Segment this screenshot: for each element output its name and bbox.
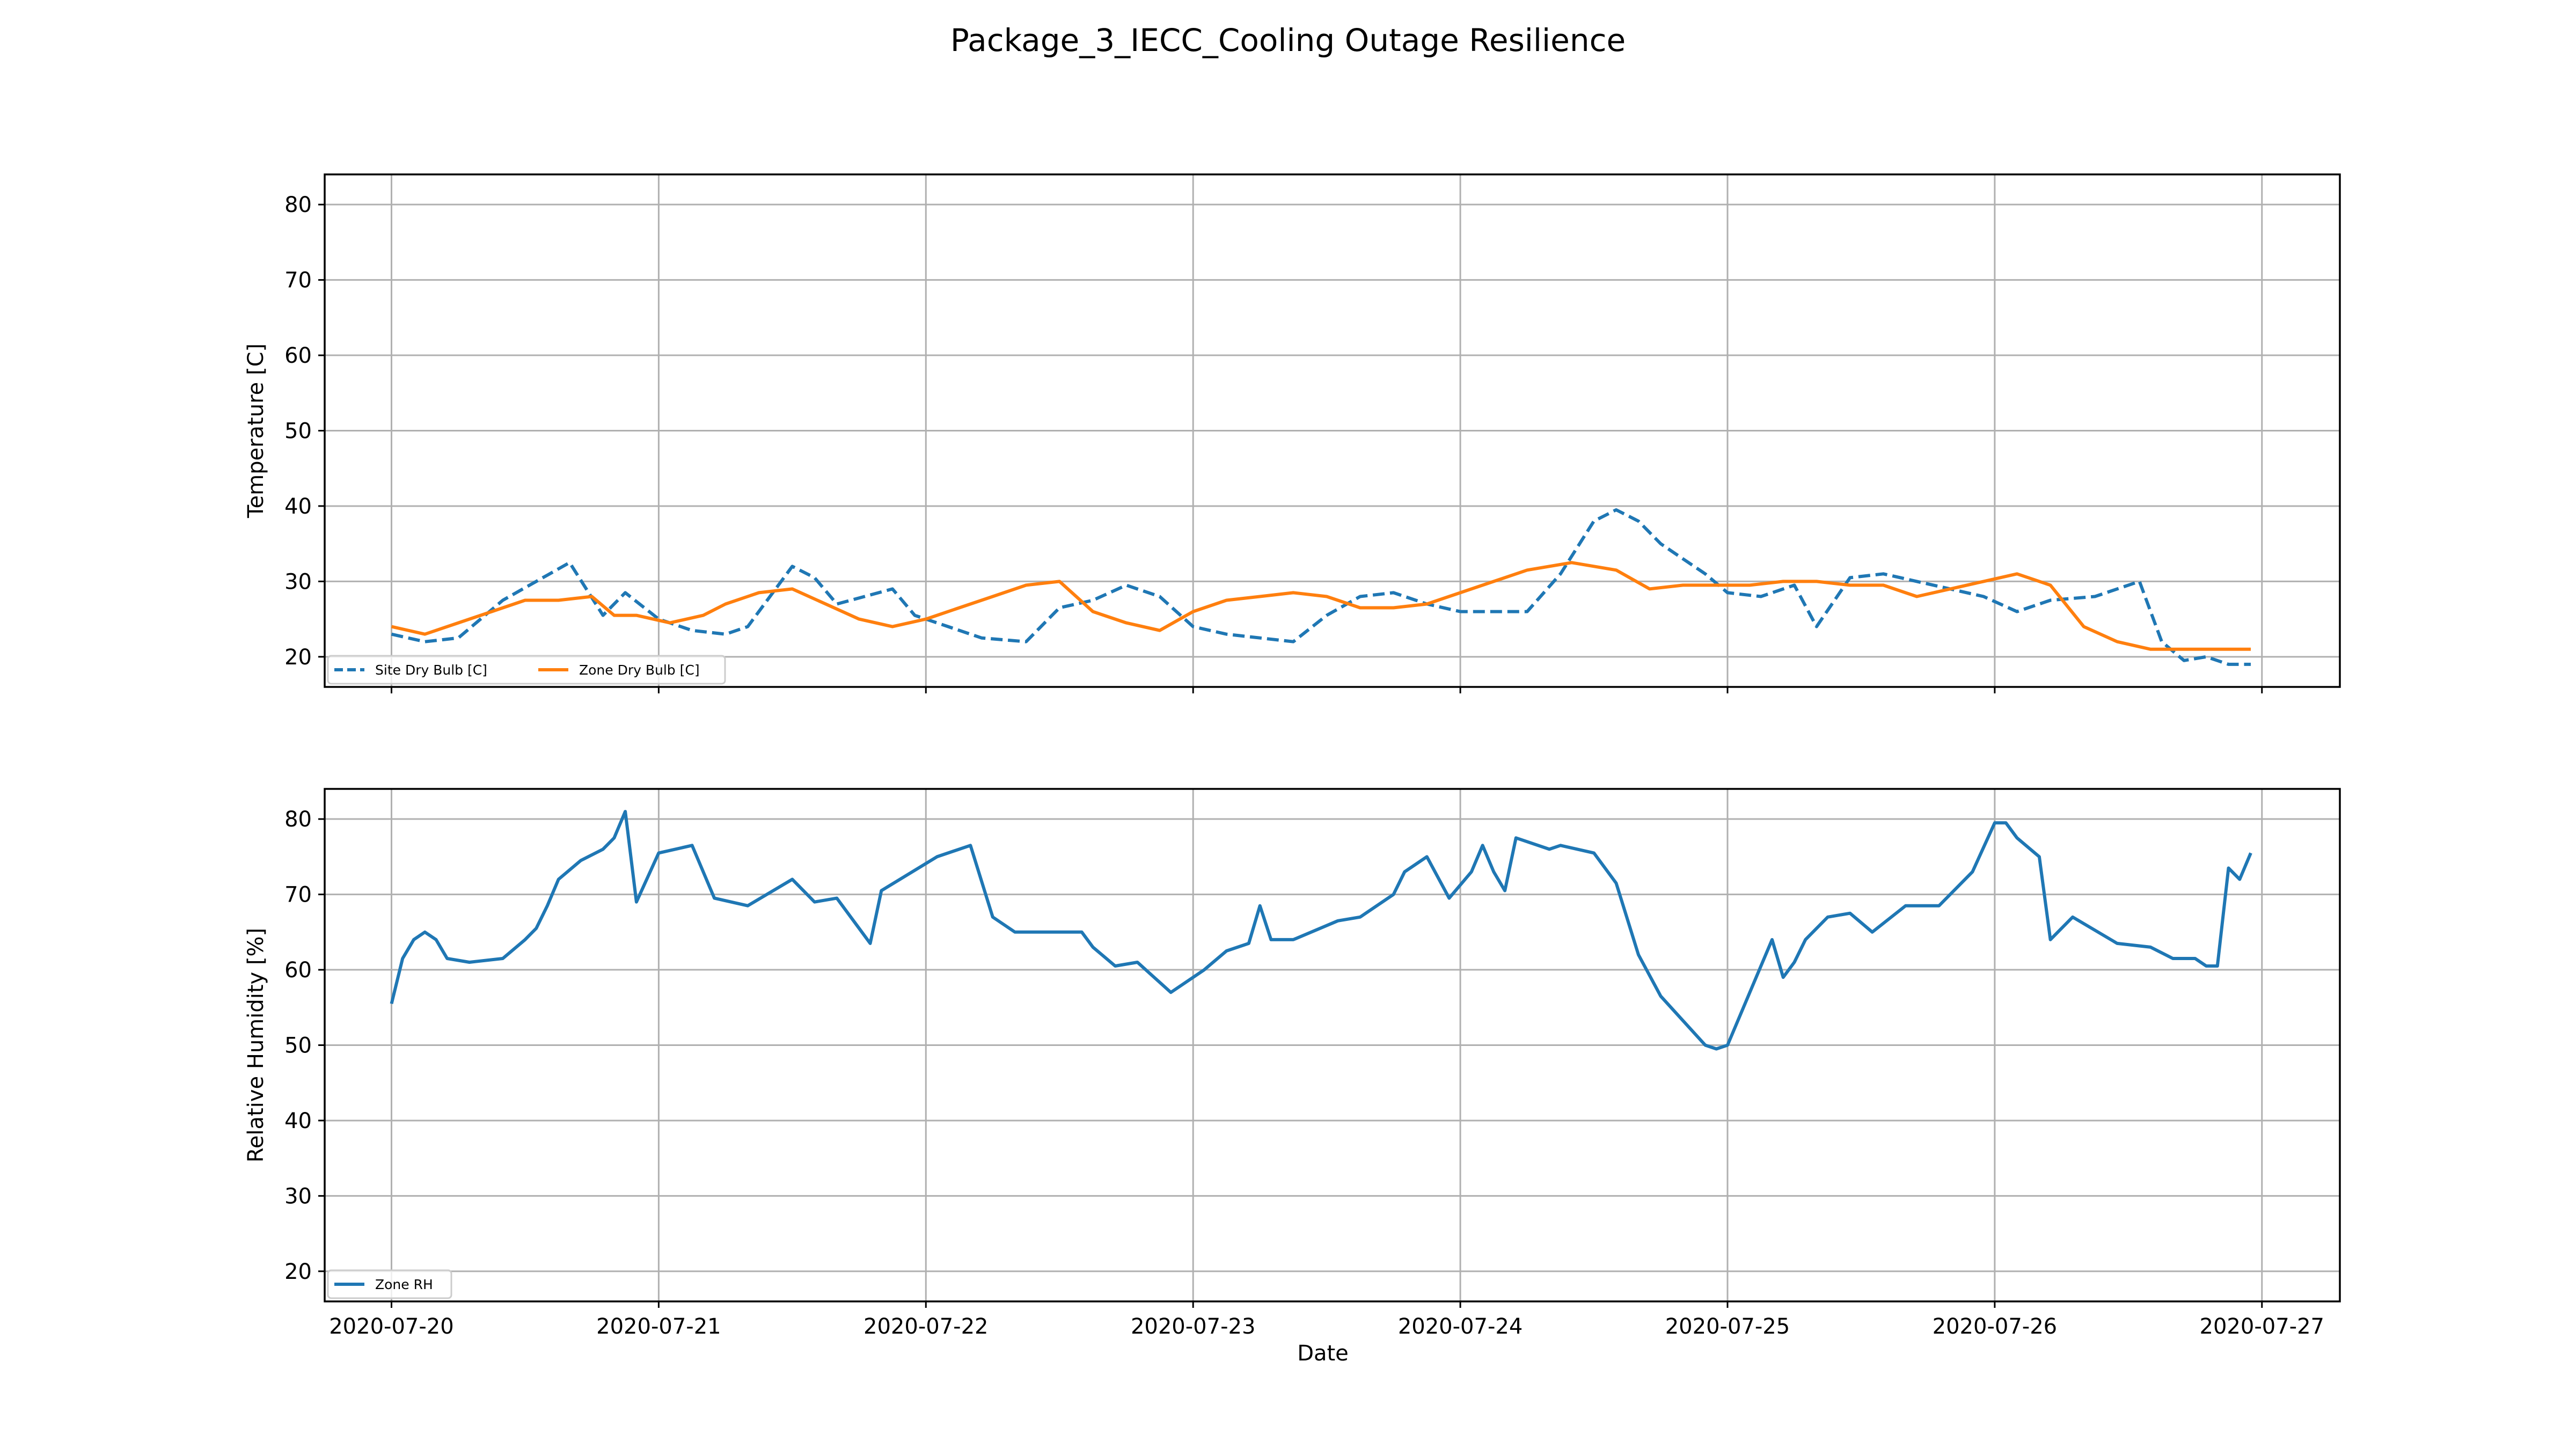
y-axis-label: Temperature [C] (244, 343, 268, 518)
grid (325, 174, 2340, 687)
figure-title: Package_3_IECC_Cooling Outage Resilience (950, 22, 1626, 58)
x-tick-label: 2020-07-22 (863, 1314, 988, 1339)
y-tick-label: 60 (284, 958, 312, 983)
x-tick-label: 2020-07-24 (1398, 1314, 1523, 1339)
humidity-axes: 20 30 40 50 60 70 80 2020-07-20 2020-07-21 2020-0… (244, 788, 2341, 1339)
temperature-axes: 20 30 40 50 60 70 80 Temperature [C] Site Dry Bu… (244, 173, 2341, 693)
y-tick-label: 40 (284, 1109, 312, 1133)
legend: Zone RH (327, 1269, 452, 1299)
y-tick-label: 20 (284, 645, 312, 670)
x-axis-label: Date (1297, 1341, 1349, 1366)
y-tick-label: 30 (284, 1184, 312, 1209)
legend-box (327, 655, 726, 685)
y-tick-label: 70 (284, 883, 312, 908)
series-line-zone-dry-bulb-c (391, 561, 2251, 651)
y-tick-label: 30 (284, 569, 312, 594)
y-tick-label: 80 (284, 193, 312, 217)
y-tick-label: 60 (284, 343, 312, 368)
series-line-site-dry-bulb-c (391, 508, 2251, 666)
x-tick-label: 2020-07-27 (2200, 1314, 2324, 1339)
y-tick-label: 50 (284, 1034, 312, 1058)
y-tick-label: 70 (284, 268, 312, 293)
y-tick-label: 40 (284, 494, 312, 519)
x-tick-label: 2020-07-23 (1131, 1314, 1255, 1339)
legend: Site Dry Bulb [C] Zone Dry Bulb [C] (327, 655, 726, 685)
x-tick-label: 2020-07-21 (596, 1314, 721, 1339)
y-tick-label: 20 (284, 1260, 312, 1284)
y-tick-label: 80 (284, 807, 312, 832)
legend-label-zone-dry-bulb-c: Zone Dry Bulb [C] (579, 662, 700, 678)
grid (325, 789, 2340, 1301)
legend-label-zone-rh: Zone RH (375, 1277, 433, 1292)
y-axis-label: Relative Humidity [%] (244, 928, 268, 1162)
legend-box (327, 1269, 452, 1299)
x-tick-label: 2020-07-20 (329, 1314, 453, 1339)
x-tick-label: 2020-07-26 (1933, 1314, 2057, 1339)
y-tick-label: 50 (284, 419, 312, 444)
x-tick-label: 2020-07-25 (1665, 1314, 1790, 1339)
legend-label-site-dry-bulb-c: Site Dry Bulb [C] (375, 662, 487, 678)
series-line-zone-rh (390, 810, 2252, 1051)
